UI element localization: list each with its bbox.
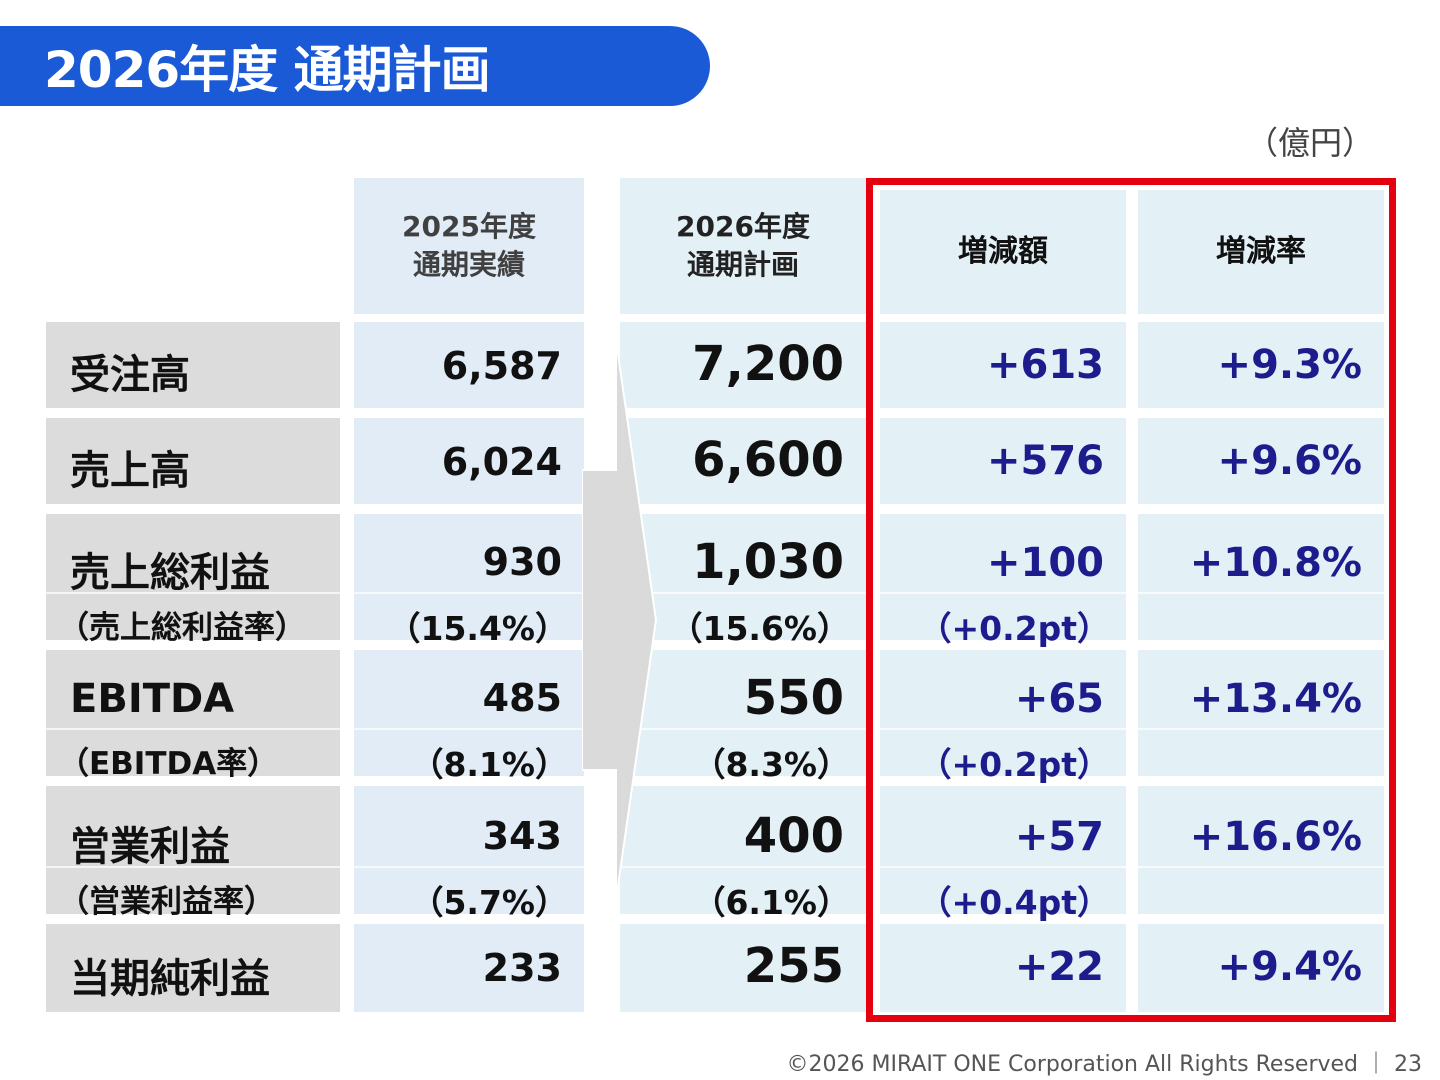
value-change: +613 — [986, 342, 1104, 388]
cell-fy2025: 233 — [354, 924, 584, 1012]
row-label-text: 受注高 — [70, 352, 190, 398]
value-fy2025: 6,024 — [441, 440, 562, 484]
cell-change: +65 （+0.2pt） — [880, 650, 1126, 784]
header-fy2025-line2: 通期実績 — [412, 248, 525, 281]
value-fy2025: 233 — [482, 946, 562, 990]
cell-fy2026: 6,600 — [620, 418, 866, 504]
row-sublabel-text: （EBITDA率） — [58, 746, 279, 782]
row-sublabel-text: （売上総利益率） — [58, 610, 306, 646]
value-fy2025: 343 — [482, 814, 562, 858]
row-label-orders: 受注高 — [46, 322, 340, 408]
cell-rate: +9.6% — [1138, 418, 1384, 504]
row-label-text: 売上高 — [70, 448, 190, 494]
unit-label: （億円） — [1245, 124, 1374, 162]
cell-fy2026: 400 （6.1%） — [620, 786, 866, 922]
header-change: 増減額 — [880, 190, 1126, 314]
cell-change: +57 （+0.4pt） — [880, 786, 1126, 922]
row-label-sales: 売上高 — [46, 418, 340, 504]
cell-fy2026: 255 — [620, 924, 866, 1012]
row-label-gross-profit: 売上総利益 （売上総利益率） — [46, 514, 340, 646]
cell-change: +22 — [880, 924, 1126, 1012]
cell-change: +613 — [880, 322, 1126, 408]
ratio-fy2025: （5.7%） — [410, 883, 568, 922]
value-fy2026: 255 — [743, 938, 844, 994]
cell-fy2025: 6,024 — [354, 418, 584, 504]
ratio-change: （+0.2pt） — [918, 609, 1110, 648]
value-fy2026: 7,200 — [692, 336, 844, 392]
ratio-fy2026: （6.1%） — [692, 883, 850, 922]
row-label-text: 営業利益 — [70, 824, 230, 870]
cell-rate: +9.4% — [1138, 924, 1384, 1012]
value-fy2026: 6,600 — [692, 432, 844, 488]
title-bar: 2026年度 通期計画 — [0, 26, 710, 106]
subrow-separator — [46, 728, 1386, 730]
value-rate: +10.8% — [1189, 540, 1362, 586]
row-label-text: 売上総利益 — [70, 550, 270, 596]
value-fy2025: 6,587 — [441, 344, 562, 388]
ratio-fy2026: （8.3%） — [692, 745, 850, 784]
header-fy2025-line1: 2025年度 — [402, 210, 536, 243]
ratio-fy2025: （15.4%） — [387, 609, 569, 648]
value-change: +22 — [1014, 944, 1104, 990]
value-rate: +9.6% — [1217, 438, 1362, 484]
value-rate: +9.4% — [1217, 944, 1362, 990]
footer-copyright: ©2026 MIRAIT ONE Corporation All Rights … — [786, 1052, 1422, 1077]
cell-rate: +13.4% — [1138, 650, 1384, 776]
row-sublabel-text: （営業利益率） — [58, 884, 275, 920]
highlight-frame — [866, 178, 1396, 1022]
header-fy2026-line1: 2026年度 — [676, 210, 810, 243]
ratio-change: （+0.4pt） — [918, 883, 1110, 922]
cell-fy2026: 1,030 （15.6%） — [620, 514, 866, 648]
value-change: +57 — [1014, 814, 1104, 860]
cell-fy2025: 485 （8.1%） — [354, 650, 584, 784]
value-fy2026: 400 — [743, 808, 844, 864]
page-title: 2026年度 通期計画 — [44, 41, 491, 99]
value-fy2026: 550 — [743, 670, 844, 726]
header-rate-label: 増減率 — [1216, 234, 1306, 269]
value-fy2025: 930 — [482, 540, 562, 584]
cell-rate: +16.6% — [1138, 786, 1384, 914]
value-change: +65 — [1014, 676, 1104, 722]
value-rate: +13.4% — [1189, 676, 1362, 722]
cell-fy2026: 550 （8.3%） — [620, 650, 866, 784]
ratio-fy2025: （8.1%） — [410, 745, 568, 784]
row-label-operating-profit: 営業利益 （営業利益率） — [46, 786, 340, 920]
row-label-text: 当期純利益 — [70, 956, 270, 1002]
subrow-separator — [46, 866, 1386, 868]
cell-rate: +9.3% — [1138, 322, 1384, 408]
cell-fy2025: 930 （15.4%） — [354, 514, 584, 648]
cell-fy2026: 7,200 — [620, 322, 866, 408]
value-fy2026: 1,030 — [692, 534, 844, 590]
header-fy2025: 2025年度 通期実績 — [354, 178, 584, 314]
cell-fy2025: 6,587 — [354, 322, 584, 408]
ratio-fy2026: （15.6%） — [669, 609, 851, 648]
subrow-separator — [46, 592, 1386, 594]
header-fy2026: 2026年度 通期計画 — [620, 178, 866, 314]
value-rate: +9.3% — [1217, 342, 1362, 388]
cell-rate: +10.8% — [1138, 514, 1384, 640]
right-arrow-icon — [582, 340, 658, 900]
row-label-ebitda: EBITDA （EBITDA率） — [46, 650, 340, 782]
header-fy2026-line2: 通期計画 — [686, 248, 799, 281]
row-label-net-income: 当期純利益 — [46, 924, 340, 1012]
ratio-change: （+0.2pt） — [918, 745, 1110, 784]
cell-fy2025: 343 （5.7%） — [354, 786, 584, 922]
value-rate: +16.6% — [1189, 814, 1362, 860]
header-rate: 増減率 — [1138, 190, 1384, 314]
header-change-label: 増減額 — [958, 234, 1048, 269]
cell-change: +576 — [880, 418, 1126, 504]
value-change: +576 — [986, 438, 1104, 484]
value-change: +100 — [986, 540, 1104, 586]
cell-change: +100 （+0.2pt） — [880, 514, 1126, 648]
row-label-text: EBITDA — [70, 676, 235, 722]
value-fy2025: 485 — [482, 676, 562, 720]
